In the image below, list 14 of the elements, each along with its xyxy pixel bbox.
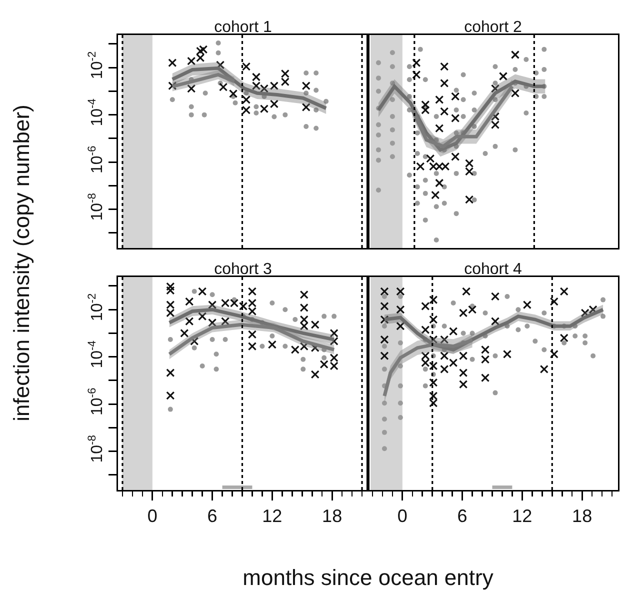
x-tick-label: 0 (397, 506, 408, 526)
x-tick-label: 18 (322, 506, 342, 526)
chart-title: cohort 4 (464, 261, 522, 278)
x-tick-label: 6 (457, 506, 468, 526)
y-axis-title: infection intensity (copy number) (9, 104, 35, 421)
chart-title: cohort 3 (214, 261, 272, 278)
x-tick-label: 12 (262, 506, 282, 526)
x-tick-label: 0 (147, 506, 158, 526)
chart-title: cohort 2 (464, 19, 522, 36)
x-axis-title: months since ocean entry (242, 565, 494, 591)
x-tick-label: 12 (512, 506, 532, 526)
x-tick-label: 18 (572, 506, 592, 526)
x-tick-label: 6 (207, 506, 218, 526)
chart-title: cohort 1 (214, 19, 272, 36)
